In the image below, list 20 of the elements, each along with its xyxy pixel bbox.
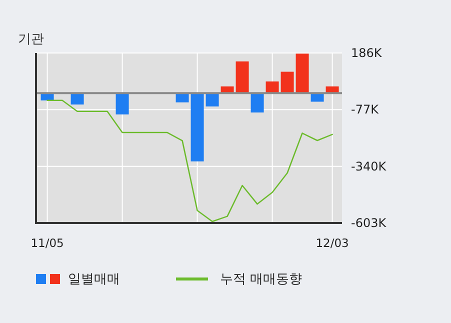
bar	[266, 81, 279, 94]
chart-title: 기관	[18, 32, 44, 47]
x-tick-label: 11/05	[30, 236, 64, 250]
bar	[236, 61, 249, 94]
legend-label: 일별매매	[68, 272, 120, 287]
legend-label: 누적 매매동향	[220, 272, 302, 287]
y-tick-label: -77K	[351, 102, 380, 117]
y-tick-label: -603K	[351, 216, 388, 230]
y-tick-label: -340K	[351, 159, 388, 174]
y-tick-label: 186K	[351, 46, 383, 60]
x-tick-label: 12/03	[316, 236, 349, 250]
bar	[250, 93, 264, 112]
bar	[190, 93, 204, 162]
bar	[116, 93, 129, 114]
bar	[176, 93, 189, 102]
bar	[280, 72, 294, 94]
bar	[70, 93, 84, 104]
line-series	[46, 100, 333, 222]
bar	[206, 93, 219, 106]
bar	[296, 54, 309, 94]
